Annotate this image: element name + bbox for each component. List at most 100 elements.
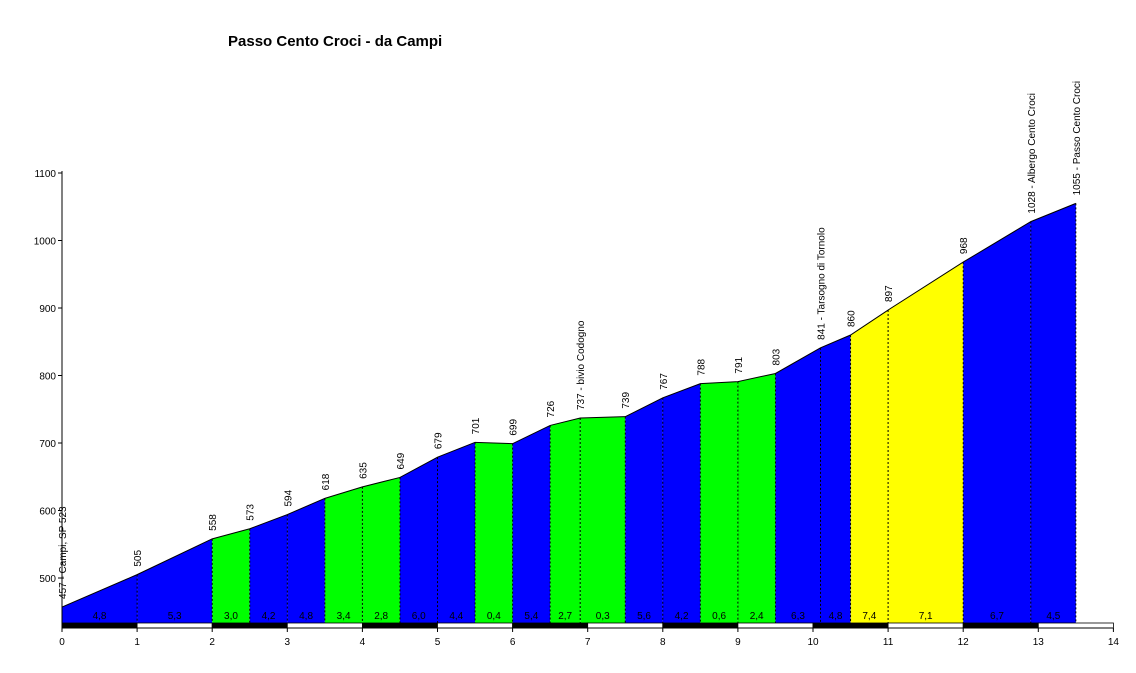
gradient-label: 7,1 bbox=[919, 611, 933, 622]
elevation-label: 701 bbox=[471, 417, 482, 434]
gradient-label: 2,4 bbox=[750, 611, 764, 622]
x-tick-label: 13 bbox=[1033, 637, 1045, 648]
x-tick-label: 3 bbox=[285, 637, 291, 648]
gradient-label: 3,4 bbox=[337, 611, 351, 622]
profile-line bbox=[61, 202, 1077, 608]
elevation-label: 767 bbox=[659, 373, 670, 390]
y-tick-label: 600 bbox=[39, 507, 56, 518]
elevation-label: 841 - Tarsogno di Tornolo bbox=[817, 227, 828, 340]
gradient-label: 3,0 bbox=[224, 611, 238, 622]
gradient-label: 0,6 bbox=[712, 611, 726, 622]
elevation-label: 791 bbox=[734, 356, 745, 373]
segment-area bbox=[850, 310, 889, 623]
x-tick-label: 6 bbox=[510, 637, 516, 648]
segment-area bbox=[249, 514, 288, 623]
km-bar-cell bbox=[437, 622, 513, 629]
gradient-label: 4,8 bbox=[829, 611, 843, 622]
y-tick-label: 700 bbox=[39, 439, 56, 450]
gradient-label: 6,0 bbox=[412, 611, 426, 622]
segment-area bbox=[437, 442, 476, 623]
gradient-label: 7,4 bbox=[862, 611, 876, 622]
elevation-label: 618 bbox=[321, 473, 332, 490]
x-tick-label: 2 bbox=[209, 637, 215, 648]
elevation-label: 635 bbox=[358, 462, 369, 479]
y-tick-label: 1100 bbox=[34, 169, 56, 180]
segment-area bbox=[662, 383, 701, 623]
segment-area bbox=[62, 574, 138, 623]
elevation-label: 726 bbox=[546, 400, 557, 417]
gradient-label: 5,3 bbox=[168, 611, 182, 622]
x-tick-label: 1 bbox=[134, 637, 140, 648]
gradient-label: 0,4 bbox=[487, 611, 501, 622]
segment-area bbox=[287, 498, 325, 623]
y-tick-label: 1000 bbox=[34, 237, 57, 248]
km-bar-cell bbox=[211, 622, 288, 629]
segment-area bbox=[362, 477, 400, 623]
km-bar-cell bbox=[662, 622, 739, 629]
segment-area bbox=[1030, 203, 1076, 623]
gradient-label: 2,8 bbox=[374, 611, 388, 622]
gradient-label: 0,3 bbox=[596, 611, 610, 622]
km-bar-cell bbox=[136, 622, 213, 629]
elevation-label: 594 bbox=[283, 489, 294, 506]
elevation-label: 739 bbox=[621, 392, 632, 409]
y-tick-label: 500 bbox=[39, 574, 56, 585]
elevation-label: 558 bbox=[208, 514, 219, 531]
x-tick-label: 0 bbox=[59, 637, 65, 648]
gradient-label: 4,2 bbox=[262, 611, 276, 622]
elevation-label: 803 bbox=[771, 348, 782, 365]
segment-area bbox=[700, 381, 738, 623]
segment-area bbox=[580, 416, 626, 623]
km-bar bbox=[61, 622, 1114, 629]
gradient-label: 6,3 bbox=[791, 611, 805, 622]
elevation-label: 1055 - Passo Cento Croci bbox=[1072, 81, 1083, 196]
elevation-label: 457 - Campi, SP 523 bbox=[58, 506, 69, 599]
elevation-label: 649 bbox=[396, 452, 407, 469]
elevation-label: 968 bbox=[959, 237, 970, 254]
segment-area bbox=[820, 335, 851, 623]
segment-dividers bbox=[136, 203, 1077, 623]
segment-area bbox=[324, 486, 363, 623]
x-tick-label: 4 bbox=[360, 637, 366, 648]
x-tick-label: 7 bbox=[585, 637, 591, 648]
x-tick-label: 12 bbox=[958, 637, 970, 648]
x-tick-label: 5 bbox=[435, 637, 441, 648]
segment-area bbox=[737, 373, 776, 623]
gradient-label: 4,4 bbox=[449, 611, 463, 622]
elevation-label: 788 bbox=[696, 358, 707, 375]
km-bar-cell bbox=[61, 622, 138, 629]
segment-area bbox=[399, 457, 438, 623]
gradient-label: 5,6 bbox=[637, 611, 651, 622]
segment-area bbox=[888, 262, 964, 623]
elevation-label: 505 bbox=[133, 550, 144, 567]
elevation-label: 699 bbox=[509, 419, 520, 436]
gradient-label: 6,7 bbox=[990, 611, 1004, 622]
elevation-label: 897 bbox=[884, 285, 895, 302]
gradient-label: 5,4 bbox=[524, 611, 538, 622]
elevation-label: 573 bbox=[246, 504, 257, 521]
segment-area bbox=[625, 397, 663, 623]
km-bar-cell bbox=[1037, 622, 1114, 629]
segment-area bbox=[550, 418, 581, 623]
chart-title: Passo Cento Croci - da Campi bbox=[228, 33, 443, 50]
gradient-label: 4,8 bbox=[299, 611, 313, 622]
km-bar-cell bbox=[737, 622, 814, 629]
segment-area bbox=[512, 425, 551, 623]
gradient-label: 2,7 bbox=[558, 611, 572, 622]
segment-area bbox=[212, 528, 250, 623]
elevation-label: 1028 - Albergo Cento Croci bbox=[1027, 93, 1038, 214]
x-tick-label: 9 bbox=[735, 637, 741, 648]
km-bar-cell bbox=[887, 622, 964, 629]
km-bar-cell bbox=[587, 622, 664, 629]
segment-areas bbox=[62, 203, 1076, 623]
km-bar-cell bbox=[361, 622, 438, 629]
y-tick-label: 800 bbox=[39, 372, 56, 383]
elevation-labels: 457 - Campi, SP 523 505 558 573 594 618 635 649… bbox=[58, 81, 1083, 599]
elevation-label: 737 - bivio Codogno bbox=[576, 320, 587, 410]
x-tick-label: 14 bbox=[1108, 637, 1120, 648]
elevation-label: 860 bbox=[847, 310, 858, 327]
km-bar-cell bbox=[512, 622, 589, 629]
x-tick-label: 8 bbox=[660, 637, 666, 648]
